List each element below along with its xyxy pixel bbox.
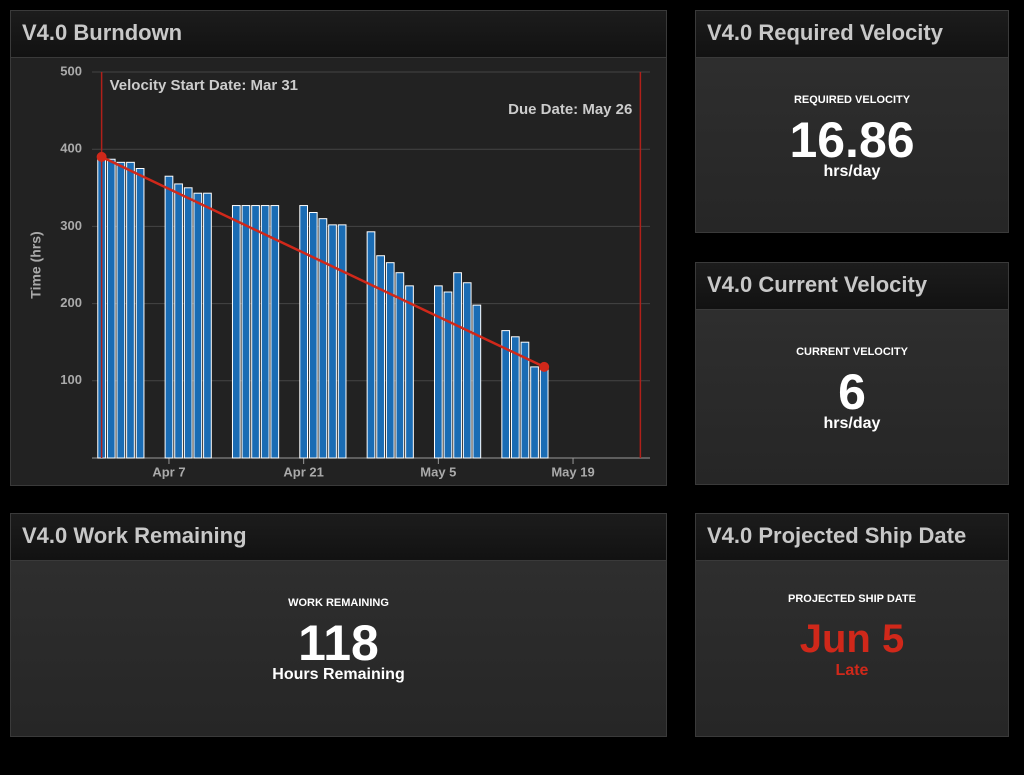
bar [193,192,203,459]
metric-label: REQUIRED VELOCITY [793,94,911,106]
trend-line [101,155,545,369]
panel-title: V4.0 Required Velocity [696,11,1008,58]
panel-body: CURRENT VELOCITY 6 hrs/day [696,310,1008,484]
y-tick-label: 500 [60,63,82,78]
burndown-panel: V4.0 Burndown Time (hrs) 100 200 300 400 500 A… [10,10,667,486]
metric-label: CURRENT VELOCITY [796,346,908,358]
bar [318,218,328,459]
x-tick-label: May 19 [551,464,594,479]
y-tick-label: 100 [60,372,82,387]
chart: Time (hrs) 100 200 300 400 500 Apr 7 Apr 21 May … [28,63,650,479]
panel-title: V4.0 Work Remaining [11,514,666,561]
panel-body: PROJECTED SHIP DATE Jun 5 Late [696,561,1008,736]
bar [530,366,539,459]
bar [462,282,472,459]
bar [260,205,270,459]
y-tick-label: 300 [60,218,82,233]
bar [366,231,376,459]
panel-title: V4.0 Current Velocity [696,263,1008,310]
bar [328,224,337,459]
bar [164,175,174,459]
metric-label: WORK REMAINING [288,597,389,609]
x-tick-label: Apr 7 [152,464,185,479]
x-tick-label: Apr 21 [283,464,323,479]
metric-unit: hrs/day [823,415,881,432]
metric-unit: hrs/day [823,163,881,180]
bar [135,168,145,459]
annotation-label: Due Date: May 26 [508,101,632,118]
metric-value: 118 [298,615,379,671]
bar [385,262,395,459]
bar [203,192,212,459]
metric-value: 6 [838,364,866,420]
panel-title: V4.0 Burndown [11,11,666,58]
bar [376,255,385,459]
bar [443,291,453,459]
x-tick-label: May 5 [420,464,456,479]
bar [453,272,462,459]
ship-panel: V4.0 Projected Ship Date PROJECTED SHIP … [695,513,1009,737]
bar [299,205,309,459]
panel-body: REQUIRED VELOCITY 16.86 hrs/day [696,58,1008,232]
y-axis-label: Time (hrs) [28,231,44,298]
panel-body: WORK REMAINING 118 Hours Remaining [11,561,666,736]
metric-value: 16.86 [789,112,915,168]
trend-point [539,361,550,372]
annotation-label: Velocity Start Date: Mar 31 [110,77,298,94]
bar [116,161,126,459]
bar [433,285,443,459]
metric-label: PROJECTED SHIP DATE [788,593,916,605]
bar [183,187,193,459]
y-tick-label: 400 [60,141,82,156]
metric-unit: Hours Remaining [272,666,405,683]
bar [395,272,405,459]
bar [337,224,347,459]
panel-body: Time (hrs) 100 200 300 400 500 Apr 7 Apr 21 May … [11,58,666,485]
bar [126,161,135,459]
bar [308,212,318,459]
bar [472,304,482,459]
trend-point [96,151,107,162]
work-panel: V4.0 Work Remaining WORK REMAINING 118 H… [10,513,667,737]
bar [251,205,260,459]
y-tick-label: 200 [60,295,82,310]
bar [405,285,414,459]
velocity-panel: V4.0 Required Velocity REQUIRED VELOCITY… [695,10,1009,233]
metric-unit: Late [835,662,869,679]
bar [241,205,251,459]
panel-title: V4.0 Projected Ship Date [696,514,1008,561]
bar [106,158,116,459]
bar [231,205,241,459]
bar [501,330,511,459]
bar [270,205,280,459]
velocity-panel: V4.0 Current Velocity CURRENT VELOCITY 6… [695,262,1009,485]
bar [539,366,549,459]
bar [520,341,530,459]
metric-value: Jun 5 [799,617,905,661]
bar [510,336,520,459]
bar [174,183,183,459]
